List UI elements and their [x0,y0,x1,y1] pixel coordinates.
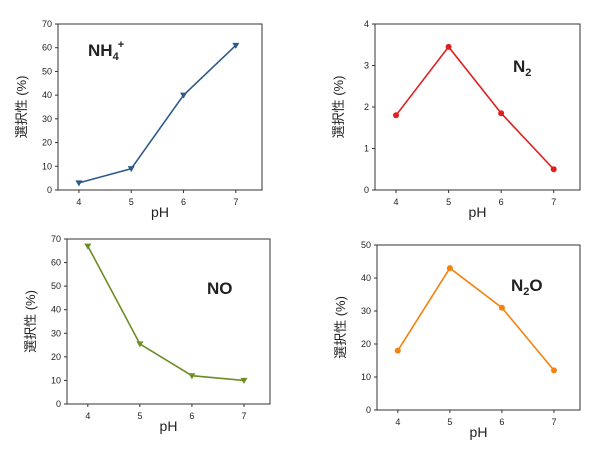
nh4-data-point [75,180,83,187]
n2o-data-point [394,347,401,354]
n2-label-subscript: 2 [525,67,531,79]
nh4-series-line [78,44,237,184]
n2o-y-tick-label: 30 [361,306,371,316]
no-y-tick-label: 0 [56,399,61,409]
no-y-tick-label: 50 [51,281,61,291]
n2o-x-tick-label: 7 [551,417,556,427]
n2-x-tick-label: 6 [499,197,504,207]
n2-series-line [395,45,555,170]
n2-y-tick-label: 0 [364,185,369,195]
no-x-tick-label: 6 [189,411,194,421]
no-x-tick-label: 4 [85,411,90,421]
nh4-y-tick-label: 0 [47,185,52,195]
no-y-tick-label: 20 [51,352,61,362]
nh4-species-label: NH4+ [88,39,124,63]
no-x-tick-label: 7 [241,411,246,421]
no-y-tick-label: 60 [51,258,61,268]
nh4-x-tick-label: 7 [233,197,238,207]
n2o-panel: 0 10 20 30 40 50 4 5 6 7 pH 選択性 (%) N2O [333,240,581,440]
no-x-tick-label: 5 [137,411,142,421]
no-label-main: NO [207,279,233,298]
n2-data-point [550,166,557,173]
n2o-data-point [446,265,453,272]
n2o-y-tick-label: 20 [361,339,371,349]
n2-y-tick-label: 4 [364,19,369,29]
n2o-label-main: N [511,276,523,295]
no-data-point [240,377,248,384]
n2o-data-point [498,304,505,311]
n2-data-point [498,110,505,117]
nh4-y-tick-label: 50 [42,66,52,76]
nh4-x-tick-label: 5 [129,197,134,207]
n2o-data-point [550,367,557,374]
nh4-y-tick-label: 40 [42,90,52,100]
nh4-label-subscript: 4 [113,51,120,63]
n2-y-axis-title: 選択性 (%) [331,76,346,139]
n2o-y-tick-label: 40 [361,273,371,283]
nh4-label-main: NH [88,41,113,60]
n2-x-tick-label: 7 [551,197,556,207]
no-y-axis-title: 選択性 (%) [23,290,38,353]
no-panel: 0 10 20 30 40 50 60 70 4 5 6 7 pH 選択性 (%) NO [23,234,271,434]
nh4-y-axis-title: 選択性 (%) [14,76,29,139]
n2-y-tick-label: 3 [364,61,369,71]
n2o-y-axis-title: 選択性 (%) [333,296,348,359]
no-x-axis-title: pH [160,418,178,434]
n2o-x-tick-label: 5 [447,417,452,427]
nh4-plot-frame [57,23,263,191]
nh4-data-point [127,166,135,173]
nh4-x-axis-title: pH [151,204,169,220]
n2o-x-axis-title: pH [470,424,488,440]
nh4-y-tick-label: 30 [42,114,52,124]
n2o-species-label: N2O [511,276,543,298]
no-y-tick-label: 70 [51,234,61,244]
n2-x-tick-label: 5 [446,197,451,207]
n2-y-tick-label: 2 [364,102,369,112]
n2o-label-subscript: 2 [523,286,529,298]
nh4-y-tick-label: 70 [42,19,52,29]
nh4-data-point [232,42,240,49]
no-data-point [136,341,144,348]
nh4-x-tick-label: 4 [76,197,81,207]
no-data-point [188,373,196,380]
nh4-y-tick-label: 20 [42,138,52,148]
n2-x-axis-title: pH [469,204,487,220]
n2o-plot-frame [376,244,581,411]
no-data-point [84,243,92,250]
nh4-data-point [180,92,188,99]
no-y-tick-label: 40 [51,305,61,315]
nh4-y-tick-label: 10 [42,161,52,171]
n2o-series-line [397,266,555,371]
no-y-tick-label: 30 [51,328,61,338]
n2o-x-tick-label: 6 [499,417,504,427]
nh4-x-tick-label: 6 [181,197,186,207]
no-series-line [87,245,245,382]
nh4-y-tick-label: 60 [42,43,52,53]
n2-x-tick-label: 4 [394,197,399,207]
n2o-label-suffix: O [529,276,542,295]
n2-label-main: N [513,57,525,76]
n2-y-tick-label: 1 [364,144,369,154]
n2o-y-tick-label: 0 [366,405,371,415]
nh4-label-superscript: + [118,39,124,51]
n2o-y-tick-label: 10 [361,372,371,382]
no-plot-frame [66,238,271,405]
n2o-y-tick-label: 50 [361,240,371,250]
n2-species-label: N2 [513,57,531,79]
n2-data-point [445,43,452,50]
n2o-x-tick-label: 4 [395,417,400,427]
n2-data-point [393,112,400,119]
no-y-tick-label: 10 [51,375,61,385]
no-species-label: NO [207,279,233,298]
